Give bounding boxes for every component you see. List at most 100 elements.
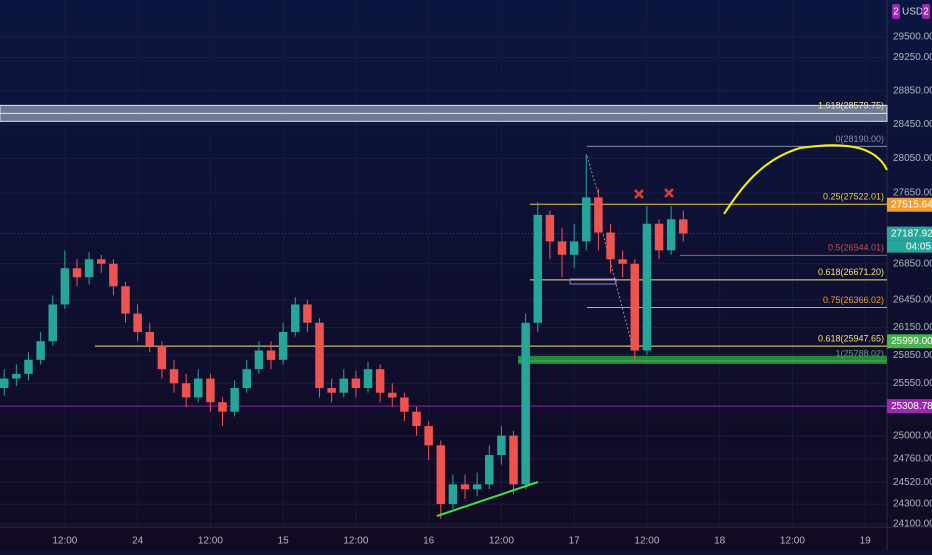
candle-body [12,373,21,379]
x-tick-label: 12:00 [489,536,514,547]
price-label-box [887,334,932,349]
level-label: 0(28190.00) [835,134,884,144]
level-label: 0.618(26671.20) [818,267,884,277]
candle-body [351,378,361,388]
candle-body [412,411,421,427]
y-tick-label: 28450.00 [893,119,932,130]
candle-body [84,259,94,278]
x-tick-label: 18 [714,536,726,547]
y-tick-label: 24520.00 [893,477,932,488]
y-tick-label: 26450.00 [893,295,932,306]
candle-body [327,387,336,393]
candle-body [230,387,239,412]
candle-body [460,484,470,490]
y-tick-label: 24100.00 [893,519,932,530]
candle-body [448,484,458,505]
level-label: 0.5(26944.01) [828,243,884,253]
candle-body [145,331,154,346]
y-tick-label: 29500.00 [893,32,932,43]
candle-body [303,304,312,323]
drawing-curve [723,144,888,215]
trend-line [436,481,539,517]
cross-marker [634,188,674,199]
badge-text: 2 [893,7,899,18]
candle-body [254,350,264,370]
candle-body [424,426,433,446]
level-label: 1(25788.02) [835,348,884,358]
candle-body [388,392,397,398]
x-tick-label: 12:00 [634,536,659,547]
candle-body [569,241,579,255]
candle-body [485,455,494,485]
price-label: 27187.92 [891,228,932,239]
candle-body [109,263,118,287]
level-label: 0.618(25947.65) [818,333,884,343]
candle-body [315,322,324,388]
candle-body [266,350,276,360]
x-tick-label: 19 [860,536,872,547]
candle-body [533,214,543,323]
y-tick-label: 25850.00 [893,350,932,361]
candle-body [630,263,640,351]
candle-body [218,402,227,412]
y-tick-label: 24300.00 [893,499,932,510]
candle-body [679,219,688,234]
candle-body [133,313,142,332]
candle-body [60,268,70,305]
candle-body [121,286,130,314]
badge [892,4,900,19]
x-tick-label: 16 [423,536,435,547]
candle-body [206,378,215,403]
badge [922,4,930,19]
candle-body [242,369,252,388]
candle-body [72,268,82,278]
level-label: 1.618(28579.75) [818,101,884,111]
x-tick-label: 12:00 [52,536,77,547]
candle-body [375,369,385,393]
candle-body [606,232,615,260]
candle-body [339,378,349,393]
currency: USDT [902,7,929,18]
candle-body [169,369,179,384]
candle-body [545,214,555,242]
x-tick-label: 12:00 [780,536,805,547]
candle-body [509,435,518,485]
y-tick-label: 25550.00 [893,378,932,389]
x-tick-label: 24 [132,536,144,547]
level-label: 0.25(27522.01) [823,192,884,202]
candle-body [497,435,506,456]
price-label: 27515.64 [891,199,932,210]
candle-body [194,378,203,398]
x-tick-label: 12:00 [198,536,223,547]
y-tick-label: 26150.00 [893,322,932,333]
candle-body [521,322,530,485]
price-label-box [887,197,932,212]
countdown: 04:05 [906,241,931,252]
candle-body [654,223,664,251]
candle-body [97,259,106,264]
candle-body [400,397,409,412]
x-tick-label: 12:00 [343,536,368,547]
price-label-box [887,226,932,241]
price-label: 25308.78 [891,401,932,412]
countdown-box [887,240,932,253]
candle-body [48,304,57,342]
candle-body [436,445,446,505]
zone-band [518,355,887,364]
y-tick-label: 28850.00 [893,85,932,96]
x-tick-label: 17 [569,536,581,547]
candle-body [278,331,288,360]
price-label-box [887,399,932,414]
candle-body [618,259,627,264]
candle-body [642,223,652,351]
x-tick-label: 15 [278,536,290,547]
candle-body [666,219,676,251]
candle-body [557,241,567,255]
y-tick-label: 28050.00 [893,153,932,164]
candle-body [157,345,167,370]
candle-body [291,304,300,332]
price-label: 25999.00 [891,336,932,347]
candle-body [0,378,9,388]
